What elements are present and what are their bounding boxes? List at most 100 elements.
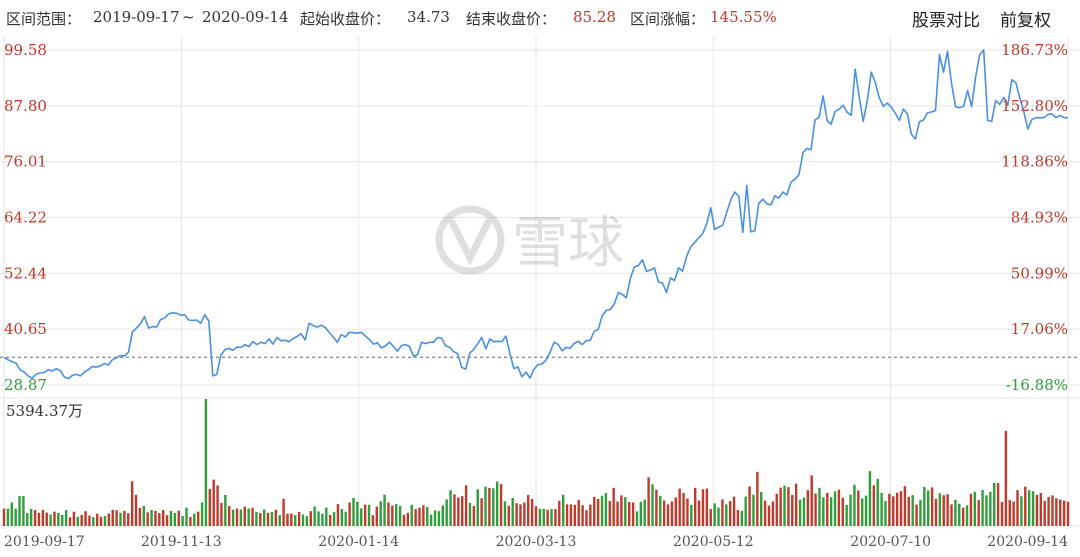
volume-bar (255, 512, 258, 526)
y-tick-right-label: 152.80% (1001, 97, 1068, 115)
adjust-button[interactable]: 前复权 (1000, 11, 1051, 31)
volume-bar (868, 471, 872, 526)
volume-bar (954, 499, 957, 526)
volume-bar (1039, 493, 1043, 526)
volume-bar (589, 504, 592, 526)
volume-bar (616, 501, 619, 526)
y-tick-right-label: 17.06% (1011, 320, 1068, 338)
volume-bar (958, 503, 961, 526)
volume-bar (95, 513, 99, 526)
volume-bar (600, 495, 604, 526)
volume-bar (391, 505, 394, 526)
volume-bar (534, 506, 538, 526)
volume-bar (441, 505, 445, 526)
volume-bar (744, 496, 747, 526)
volume-bar (406, 512, 410, 526)
volume-bar (561, 494, 565, 526)
volume-bar (231, 509, 235, 526)
volume-bar (752, 494, 755, 526)
volume-bar (142, 505, 145, 526)
y-tick-right-label: -16.88% (1006, 376, 1068, 394)
range-label: 区间范围： (6, 10, 82, 28)
volume-bar (701, 489, 705, 526)
volume-bar (643, 499, 646, 526)
chart-header: 区间范围： 2019-09-17 ~ 2020-09-14 起始收盘价： 34.… (0, 0, 1080, 36)
volume-bar (775, 493, 778, 526)
y-axis-left: 99.58 87.80 76.01 64.22 52.44 40.65 28.87 (4, 41, 47, 394)
volume-bar (165, 515, 169, 526)
volume-bar (779, 487, 782, 526)
volume-bar (379, 501, 382, 526)
volume-bar (484, 486, 487, 526)
volume-bar (895, 492, 899, 526)
volume-bar (942, 495, 945, 526)
volume-bar (519, 504, 522, 526)
volume-bar (903, 486, 907, 526)
volume-bar (763, 500, 767, 526)
range-separator: ~ (182, 8, 195, 26)
volume-bar (383, 494, 386, 526)
volume-bar (278, 515, 281, 526)
watermark-logo-icon (435, 205, 505, 275)
volume-bar (1055, 498, 1058, 526)
volume-bar (68, 517, 72, 526)
volume-bar (767, 505, 771, 526)
volume-bar (822, 497, 825, 526)
volume-bar (748, 486, 751, 526)
volume-bar (107, 513, 111, 526)
volume-bar (57, 512, 60, 526)
price-line-group (3, 49, 1068, 380)
volume-bar (655, 489, 658, 526)
watermark-text: 雪球 (512, 211, 624, 276)
volume-bar (833, 491, 837, 526)
volume-bar (938, 493, 942, 526)
end-close-value: 85.28 (573, 8, 616, 26)
volume-bar (1020, 496, 1023, 526)
volume-bar (84, 511, 87, 526)
volume-bar (352, 497, 355, 526)
volume-bar (709, 509, 712, 526)
volume-bar (725, 504, 728, 526)
volume-bar (1035, 494, 1039, 526)
volume-bar (923, 486, 926, 526)
volume-bar (530, 498, 534, 526)
volume-bar (503, 501, 507, 526)
volume-bar (911, 495, 914, 526)
volume-bar (787, 487, 790, 526)
volume-bar (488, 487, 491, 526)
volume-bar (294, 515, 297, 526)
volume-bar (480, 498, 483, 526)
y-tick-right-label: 186.73% (1001, 41, 1068, 59)
compare-button[interactable]: 股票对比 (912, 11, 980, 31)
volume-bar (550, 509, 553, 526)
volume-bar (321, 513, 324, 526)
volume-bar (771, 501, 775, 526)
volume-bar (1004, 430, 1008, 526)
volume-bar (996, 483, 1000, 526)
volume-bar (1051, 495, 1054, 526)
volume-bar (511, 497, 514, 526)
volume-bar (41, 509, 45, 526)
volume-bar (437, 511, 441, 526)
volume-bar (453, 494, 456, 526)
volume-bar (457, 497, 460, 526)
volume-bar (402, 514, 406, 526)
volume-bar (297, 511, 301, 526)
volume-bar (728, 501, 732, 526)
volume-bar (212, 479, 215, 526)
volume-bar (507, 505, 511, 526)
volume-bar (1000, 501, 1004, 526)
volume-bar (414, 509, 417, 526)
volume-bar (694, 487, 697, 526)
volume-bar (208, 489, 212, 526)
volume-bar (1012, 501, 1015, 526)
volume-bar (375, 506, 378, 526)
volume-bar (857, 490, 860, 526)
volume-bar (445, 499, 448, 526)
volume-bar (371, 515, 375, 526)
x-tick-label: 2019-09-17 (4, 534, 85, 550)
volume-bar (464, 485, 468, 526)
y-tick-left-label: 87.80 (4, 97, 47, 115)
volume-bar (523, 502, 526, 526)
volume-bar (395, 504, 398, 526)
